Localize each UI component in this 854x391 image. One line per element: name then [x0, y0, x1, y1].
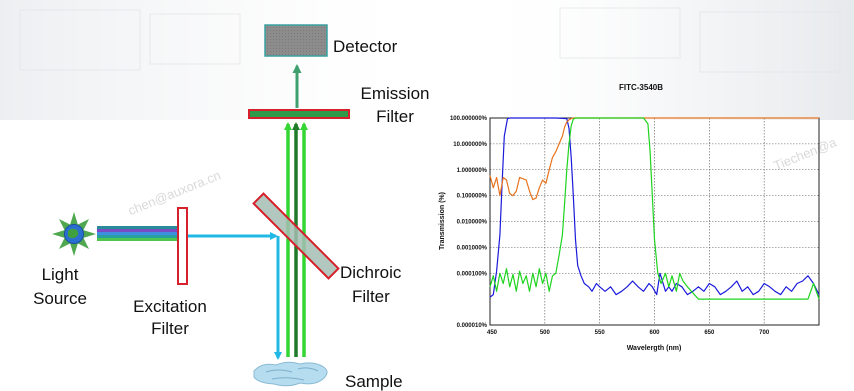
- x-axis-label: Wavelergth (nm): [627, 345, 682, 352]
- sample-label: Sample: [345, 372, 403, 391]
- x-tick-label: 450: [487, 330, 498, 336]
- emission-filter: [248, 109, 350, 119]
- dichroic-filter-label-line1: Dichroic: [340, 263, 402, 282]
- transmission-chart: FITC-3540B 450 500 550 600 650 700 100.000000…: [439, 83, 820, 352]
- emission-filter-label-line2: Filter: [376, 107, 414, 126]
- excitation-filter: [177, 207, 188, 285]
- y-axis-label: Transmission (%): [439, 192, 446, 250]
- y-tick-label: 0.000010%: [457, 323, 488, 329]
- series-line-2: [489, 117, 820, 300]
- light-source-label-line1: Light: [41, 265, 79, 284]
- x-tick-label: 500: [540, 330, 551, 336]
- series-line-0: [489, 117, 820, 298]
- detector-label: Detector: [333, 37, 398, 56]
- chart-title: FITC-3540B: [619, 83, 663, 92]
- y-tick-label: 10.000000%: [453, 142, 487, 148]
- y-tick-label: 0.001000%: [457, 245, 488, 251]
- x-tick-label: 550: [595, 330, 606, 336]
- y-tick-label: 1.000000%: [457, 168, 488, 174]
- x-tick-label: 700: [759, 330, 770, 336]
- emission-filter-label-line1: Emission: [360, 84, 430, 103]
- x-tick-label: 650: [704, 330, 715, 336]
- chart-series: [489, 117, 820, 300]
- dichroic-filter: [252, 192, 340, 280]
- light-source-beam: [97, 226, 177, 241]
- excitation-filter-label-line1: Excitation: [133, 297, 207, 316]
- light-source-label-line2: Source: [33, 289, 87, 308]
- fluorescence-optics-diagram: [52, 24, 350, 387]
- dichroic-filter-label-line2: Filter: [352, 287, 390, 306]
- x-tick-label: 600: [649, 330, 660, 336]
- y-axis-ticks: 100.000000% 10.000000% 1.000000% 0.100000% 0…: [450, 116, 488, 329]
- sample-blob-icon: [253, 361, 328, 387]
- y-tick-label: 100.000000%: [450, 116, 488, 122]
- y-tick-label: 0.100000%: [457, 194, 488, 200]
- y-tick-label: 0.000100%: [457, 271, 488, 277]
- chart-grid: [490, 118, 819, 325]
- excitation-filter-label-line2: Filter: [151, 319, 189, 338]
- detector-icon: [264, 24, 328, 57]
- sun-icon: [52, 212, 96, 256]
- y-tick-label: 0.010000%: [457, 220, 488, 226]
- x-axis-ticks: 450 500 550 600 650 700: [487, 330, 770, 336]
